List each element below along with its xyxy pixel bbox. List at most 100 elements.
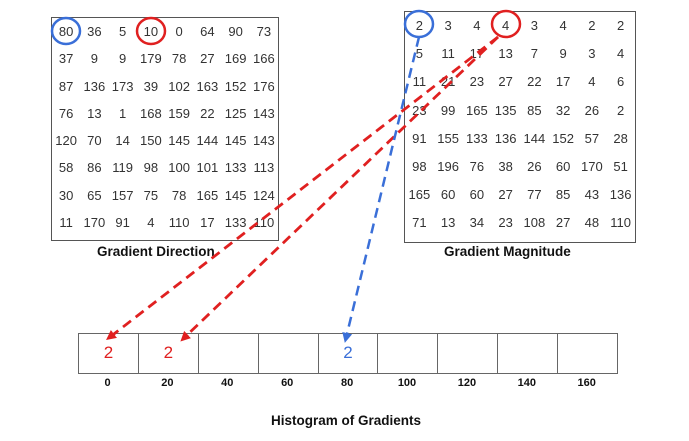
grid-row: 58 86 119 98 100 101 133 113 bbox=[52, 154, 278, 181]
grid-row: 80 36 5 10 0 64 90 73 bbox=[52, 18, 278, 45]
grid-row: 37 9 9 179 78 27 169 166 bbox=[52, 45, 278, 72]
grid-cell: 26 bbox=[527, 158, 542, 174]
grid-cell: 125 bbox=[224, 105, 247, 121]
grid-cell: 5 bbox=[119, 24, 127, 39]
grid-row: 87 136 173 39 102 163 152 176 bbox=[52, 73, 278, 100]
grid-cell: 51 bbox=[613, 158, 628, 174]
histogram-caption: Histogram of Gradients bbox=[271, 413, 422, 428]
grid-cell: 34 bbox=[469, 215, 485, 231]
circle-mag-4 bbox=[490, 9, 522, 39]
grid-cell: 4 bbox=[502, 18, 510, 33]
grid-row: 11 21 23 27 22 17 4 6 bbox=[405, 68, 635, 96]
grid-cell: 38 bbox=[498, 158, 513, 174]
grid-cell: 11 bbox=[441, 46, 455, 62]
grid-cell: 9 bbox=[90, 51, 98, 67]
grid-cell: 76 bbox=[58, 105, 74, 121]
grid-cell: 10 bbox=[143, 24, 159, 39]
grid-cell: 145 bbox=[224, 187, 247, 203]
grid-cell: 90 bbox=[228, 24, 243, 39]
grid-cell: 3 bbox=[588, 46, 596, 62]
gradient-magnitude-caption: Gradient Magnitude bbox=[444, 244, 571, 259]
grid-cell: 102 bbox=[168, 78, 190, 94]
grid-cell: 179 bbox=[140, 51, 162, 67]
histogram-bin bbox=[259, 334, 319, 373]
grid-cell: 60 bbox=[555, 158, 571, 174]
grid-cell: 4 bbox=[617, 46, 625, 62]
grid-cell: 30 bbox=[58, 187, 74, 203]
grid-cell: 27 bbox=[498, 74, 513, 90]
grid-row: 23 99 165 135 85 32 26 2 bbox=[405, 97, 635, 125]
grid-cell: 13 bbox=[440, 215, 456, 231]
grid-row: 91 155 133 136 144 152 57 28 bbox=[405, 125, 635, 153]
grid-cell: 2 bbox=[415, 18, 423, 33]
gradient-direction-grid: 80 36 5 10 0 64 90 73 37 9 9 179 78 27 169 166 87 136 173 3… bbox=[51, 17, 279, 241]
grid-cell: 5 bbox=[415, 46, 423, 62]
grid-cell: 99 bbox=[440, 102, 456, 118]
grid-cell: 144 bbox=[523, 130, 546, 146]
arrow-to-bin-0 bbox=[106, 35, 499, 341]
grid-cell: 60 bbox=[440, 187, 456, 203]
grid-cell: 110 bbox=[610, 215, 631, 231]
grid-cell: 152 bbox=[552, 130, 574, 146]
grid-cell: 2 bbox=[617, 18, 625, 33]
grid-cell: 4 bbox=[559, 18, 567, 33]
grid-cell: 71 bbox=[412, 215, 427, 231]
grid-cell: 91 bbox=[115, 215, 130, 231]
grid-row: 11 170 91 4 110 17 133 110 bbox=[52, 209, 278, 236]
grid-cell: 4 bbox=[473, 18, 481, 33]
grid-cell: 2 bbox=[588, 18, 596, 33]
grid-cell: 133 bbox=[224, 215, 247, 231]
grid-cell: 173 bbox=[111, 78, 134, 94]
histogram-bin bbox=[438, 334, 499, 373]
grid-cell: 64 bbox=[200, 24, 215, 39]
grid-row: 165 60 60 27 77 85 43 136 bbox=[405, 181, 635, 209]
grid-cell: 120 bbox=[55, 133, 77, 149]
grid-row: 30 65 157 75 78 165 145 124 bbox=[52, 182, 278, 209]
arrow-to-bin-20 bbox=[180, 35, 499, 342]
histogram-bin: 2 bbox=[139, 334, 199, 373]
grid-cell: 76 bbox=[469, 158, 485, 174]
grid-cell: 37 bbox=[58, 51, 74, 67]
grid-cell: 144 bbox=[196, 133, 219, 149]
histogram-tick-label: 20 bbox=[161, 377, 174, 389]
histogram-bin bbox=[199, 334, 259, 373]
grid-cell: 165 bbox=[466, 102, 488, 118]
grid-cell: 36 bbox=[87, 24, 102, 39]
grid-cell: 6 bbox=[617, 74, 625, 90]
histogram-tick-label: 100 bbox=[397, 377, 417, 389]
grid-cell: 13 bbox=[498, 46, 513, 62]
histogram-bin-value: 2 bbox=[163, 343, 174, 362]
histogram-tick-label: 160 bbox=[577, 377, 596, 389]
histogram-tick-label: 60 bbox=[281, 377, 294, 389]
histogram-tick-label: 140 bbox=[517, 377, 536, 389]
grid-row: 2 3 4 4 3 4 2 2 bbox=[405, 12, 635, 40]
grid-cell: 4 bbox=[147, 215, 155, 231]
grid-cell: 157 bbox=[111, 187, 134, 203]
grid-cell: 32 bbox=[555, 102, 571, 118]
grid-cell: 145 bbox=[168, 133, 190, 149]
grid-cell: 48 bbox=[584, 215, 600, 231]
grid-cell: 1 bbox=[119, 105, 127, 121]
arrow-to-bin-80 bbox=[342, 36, 421, 343]
grid-cell: 23 bbox=[412, 102, 427, 118]
gradient-direction-caption: Gradient Direction bbox=[97, 244, 215, 259]
grid-cell: 14 bbox=[115, 133, 130, 149]
grid-cell: 80 bbox=[58, 24, 74, 39]
grid-cell: 11 bbox=[412, 74, 427, 90]
grid-cell: 4 bbox=[588, 74, 596, 90]
grid-cell: 143 bbox=[253, 105, 275, 121]
grid-cell: 145 bbox=[224, 133, 247, 149]
grid-cell: 23 bbox=[469, 74, 485, 90]
histogram-bin bbox=[558, 334, 619, 373]
grid-cell: 135 bbox=[494, 102, 517, 118]
grid-cell: 168 bbox=[140, 105, 162, 121]
grid-cell: 165 bbox=[196, 187, 219, 203]
grid-cell: 70 bbox=[87, 133, 102, 149]
grid-cell: 17 bbox=[555, 74, 571, 90]
circle-dir-10 bbox=[135, 16, 167, 46]
grid-cell: 57 bbox=[584, 130, 600, 146]
grid-cell: 17 bbox=[200, 215, 215, 231]
grid-cell: 75 bbox=[143, 187, 159, 203]
grid-row: 120 70 14 150 145 144 145 143 bbox=[52, 127, 278, 154]
